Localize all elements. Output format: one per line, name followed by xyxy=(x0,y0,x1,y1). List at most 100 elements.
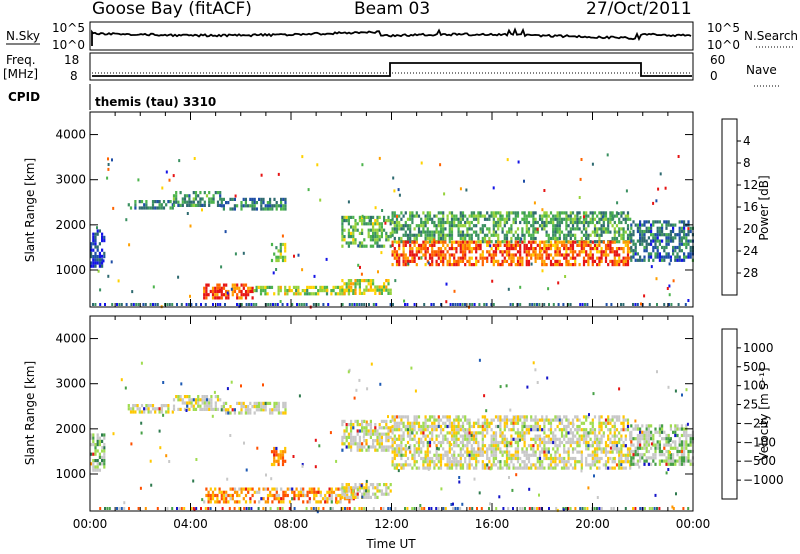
echo-cell xyxy=(672,456,675,460)
echo-cell xyxy=(398,214,401,218)
echo-cell xyxy=(448,227,451,231)
echo-cell xyxy=(569,233,572,237)
echo-cell xyxy=(578,440,581,445)
echo-cell xyxy=(600,434,603,438)
echo-cell xyxy=(288,487,292,491)
echo-cell xyxy=(587,486,590,490)
echo-cell xyxy=(615,236,619,241)
echo-cell xyxy=(354,435,357,439)
echo-cell xyxy=(574,233,577,237)
echo-cell xyxy=(450,437,454,441)
echo-cell xyxy=(475,250,478,254)
echo-cell xyxy=(545,224,548,228)
echo-cell xyxy=(684,303,687,306)
echo-cell xyxy=(674,433,677,438)
echo-cell xyxy=(611,250,614,254)
echo-cell xyxy=(636,443,639,447)
echo-cell xyxy=(457,220,460,225)
echo-cell xyxy=(604,217,608,221)
echo-cell xyxy=(674,389,677,393)
echo-cell xyxy=(492,227,495,231)
echo-cell xyxy=(365,486,368,490)
echo-cell xyxy=(510,211,513,215)
echo-cell xyxy=(571,217,575,221)
echo-cell xyxy=(428,418,432,422)
echo-cell xyxy=(676,459,679,463)
echo-cell xyxy=(636,303,639,306)
echo-cell xyxy=(656,430,659,434)
echo-cell xyxy=(393,463,396,467)
echo-cell xyxy=(413,233,416,237)
echo-cell xyxy=(574,256,577,260)
echo-cell xyxy=(363,486,366,490)
echo-cell xyxy=(560,418,564,422)
echo-cell xyxy=(643,223,646,227)
echo-cell xyxy=(406,440,410,445)
echo-cell xyxy=(505,463,509,467)
echo-cell xyxy=(532,361,535,365)
echo-cell xyxy=(299,292,302,296)
echo-cell xyxy=(277,456,280,460)
echo-cell xyxy=(461,447,465,451)
echo-cell xyxy=(643,229,646,234)
echo-cell xyxy=(591,431,594,435)
echo-cell xyxy=(247,204,250,208)
echo-cell xyxy=(242,197,245,201)
noise-tick-high-right: 10^5 xyxy=(707,21,740,35)
echo-cell xyxy=(94,459,97,463)
echo-cell xyxy=(273,204,276,208)
echo-cell xyxy=(251,204,254,208)
echo-cell xyxy=(461,424,465,429)
echo-cell xyxy=(380,251,383,255)
echo-cell xyxy=(341,215,344,219)
echo-cell xyxy=(385,288,388,292)
echo-cell xyxy=(220,265,223,269)
echo-cell xyxy=(552,256,555,260)
echo-cell xyxy=(505,447,509,451)
echo-cell xyxy=(636,258,639,262)
echo-cell xyxy=(415,224,418,228)
echo-cell xyxy=(94,303,97,306)
echo-cell xyxy=(630,449,633,454)
echo-cell xyxy=(650,437,653,441)
echo-cell xyxy=(273,456,276,460)
echo-cell xyxy=(556,415,559,419)
echo-cell xyxy=(433,460,436,464)
echo-cell xyxy=(626,253,630,257)
echo-cell xyxy=(431,217,434,221)
echo-cell xyxy=(249,500,252,504)
echo-cell xyxy=(512,466,515,470)
echo-cell xyxy=(600,240,603,244)
echo-cell xyxy=(398,193,401,197)
echo-cell xyxy=(358,378,361,382)
echo-cell xyxy=(299,490,303,494)
echo-cell xyxy=(367,486,370,490)
echo-cell xyxy=(358,282,361,286)
echo-cell xyxy=(238,296,241,300)
echo-cell xyxy=(502,507,505,510)
echo-cell xyxy=(563,217,566,221)
echo-cell xyxy=(461,214,465,218)
echo-cell xyxy=(464,214,467,218)
echo-cell xyxy=(268,285,271,289)
echo-cell xyxy=(264,207,267,211)
echo-cell xyxy=(689,226,692,230)
echo-cell xyxy=(123,507,126,510)
echo-cell xyxy=(658,226,661,230)
echo-cell xyxy=(512,418,515,422)
echo-cell xyxy=(253,401,256,405)
echo-cell xyxy=(380,222,383,226)
echo-cell xyxy=(247,289,250,294)
echo-cell xyxy=(503,434,506,438)
echo-cell xyxy=(479,227,482,231)
echo-cell xyxy=(413,259,416,263)
echo-cell xyxy=(369,228,372,232)
echo-cell xyxy=(424,240,427,244)
echo-cell xyxy=(376,231,379,235)
echo-cell xyxy=(598,211,601,215)
echo-cell xyxy=(525,250,528,254)
echo-cell xyxy=(409,424,412,429)
echo-cell xyxy=(450,214,454,218)
echo-cell xyxy=(282,411,285,415)
echo-cell xyxy=(665,233,668,237)
